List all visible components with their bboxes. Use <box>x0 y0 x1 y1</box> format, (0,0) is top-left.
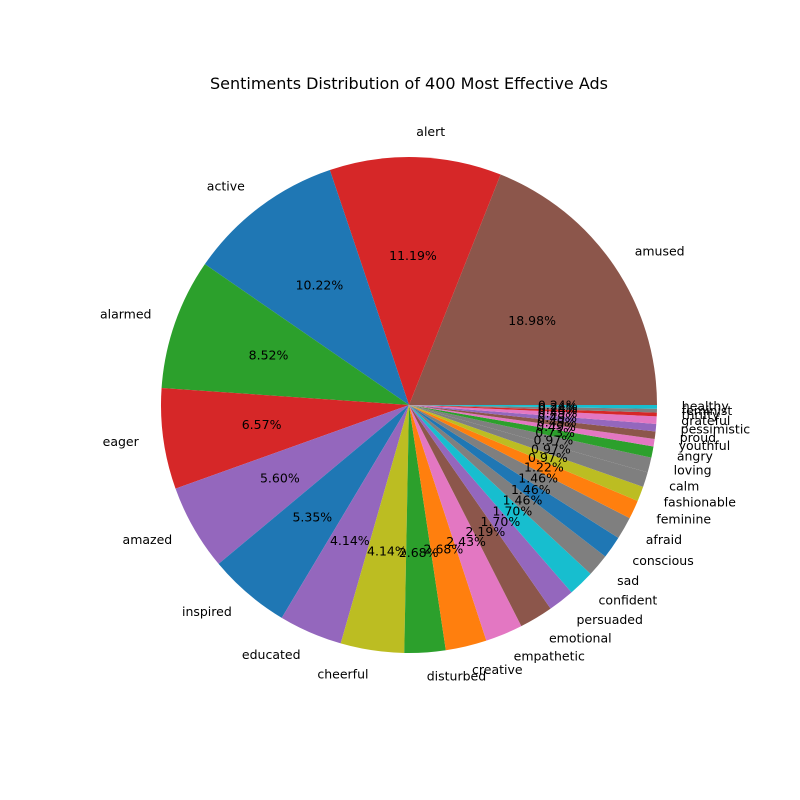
slice-confident <box>409 405 591 593</box>
slice-calm <box>409 405 648 487</box>
chart-title: Sentiments Distribution of 400 Most Effe… <box>210 74 608 93</box>
slice-label-pessimistic: pessimistic <box>681 421 751 436</box>
slice-label-amused: amused <box>635 243 685 258</box>
slice-sad <box>409 405 606 574</box>
slice-conscious <box>409 405 619 557</box>
slice-percent-angry: 0.73% <box>535 425 575 440</box>
slice-label-angry: angry <box>677 448 714 463</box>
slice-loving <box>409 405 652 473</box>
slice-label-youthful: youthful <box>679 438 731 453</box>
slice-emotional <box>409 405 551 627</box>
slice-educated <box>281 405 409 644</box>
slice-feminine <box>409 405 638 519</box>
slice-percent-amazed: 5.60% <box>260 470 300 485</box>
slice-percent-alert: 11.19% <box>389 248 437 263</box>
slice-percent-educated: 4.14% <box>330 533 370 548</box>
slice-percent-fashionable: 0.97% <box>528 450 568 465</box>
slice-percent-creative: 2.68% <box>424 541 464 556</box>
slice-percent-alarmed: 8.52% <box>249 347 289 362</box>
slice-label-grateful: grateful <box>681 413 730 428</box>
slice-fashionable <box>409 405 644 501</box>
slice-percent-feminine: 1.22% <box>524 459 564 474</box>
slice-percent-active: 10.22% <box>296 278 344 293</box>
slice-cheerful <box>340 405 409 653</box>
slice-label-fashionable: fashionable <box>664 494 737 509</box>
slice-label-creative: creative <box>472 662 523 677</box>
slice-label-amazed: amazed <box>123 532 173 547</box>
slice-label-alarmed: alarmed <box>100 306 152 321</box>
slice-label-feminist: feminist <box>682 403 733 418</box>
slice-thrifty <box>409 405 657 417</box>
slice-pessimistic <box>409 405 657 432</box>
slice-percent-cheerful: 4.14% <box>367 544 407 559</box>
slice-label-proud: proud <box>680 430 716 445</box>
slice-percent-eager: 6.57% <box>242 417 282 432</box>
slice-label-cheerful: cheerful <box>317 666 368 681</box>
slice-label-active: active <box>207 179 245 194</box>
slice-healthy <box>409 405 657 409</box>
slice-label-eager: eager <box>103 434 140 449</box>
slice-label-disturbed: disturbed <box>427 669 486 684</box>
slice-percent-calm: 0.97% <box>531 441 571 456</box>
slice-percent-pessimistic: 0.49% <box>537 410 577 425</box>
slice-feminist <box>409 405 657 413</box>
slice-inspired <box>218 405 409 618</box>
slice-alert <box>329 157 501 405</box>
slice-percent-emotional: 2.19% <box>466 524 506 539</box>
slice-percent-sad: 1.46% <box>503 493 543 508</box>
slice-label-persuaded: persuaded <box>577 612 643 627</box>
slice-amazed <box>175 405 409 564</box>
slice-percent-youthful: 0.49% <box>536 419 576 434</box>
slice-percent-proud: 0.49% <box>537 415 577 430</box>
slice-percent-disturbed: 2.68% <box>399 545 439 560</box>
slice-percent-feminist: 0.24% <box>538 400 578 415</box>
slice-angry <box>409 405 654 458</box>
slice-label-alert: alert <box>416 124 445 139</box>
slice-percent-confident: 1.70% <box>493 504 533 519</box>
slice-persuaded <box>409 405 572 609</box>
slice-percent-persuaded: 1.70% <box>481 514 521 529</box>
slice-percent-healthy: 0.24% <box>538 398 578 413</box>
slice-afraid <box>409 405 630 538</box>
slice-label-calm: calm <box>669 479 699 494</box>
slice-active <box>204 169 409 405</box>
slice-disturbed <box>404 405 446 653</box>
slice-proud <box>409 405 656 440</box>
slice-label-empathetic: empathetic <box>514 648 585 663</box>
slice-percent-afraid: 1.46% <box>518 470 558 485</box>
slice-empathetic <box>409 405 522 641</box>
slice-label-confident: confident <box>599 593 658 608</box>
slice-percent-amused: 18.98% <box>508 313 556 328</box>
slice-percent-grateful: 0.49% <box>538 406 578 421</box>
slice-label-conscious: conscious <box>632 553 693 568</box>
slice-creative <box>409 405 487 651</box>
slice-amused <box>409 174 657 405</box>
slice-label-thrifty: thrifty <box>682 407 721 422</box>
pie-slices <box>160 157 657 653</box>
slice-eager <box>160 387 409 489</box>
slice-label-feminine: feminine <box>656 512 711 527</box>
slice-label-inspired: inspired <box>182 604 232 619</box>
slice-label-afraid: afraid <box>646 532 682 547</box>
slice-percent-empathetic: 2.43% <box>446 534 486 549</box>
slice-percent-conscious: 1.46% <box>511 482 551 497</box>
slice-grateful <box>409 405 657 424</box>
slice-youthful <box>409 405 655 447</box>
slice-label-emotional: emotional <box>549 631 612 646</box>
slice-label-loving: loving <box>674 463 712 478</box>
pie-labels: amused 18.98% alert 11.19% active 10.22% alarm… <box>100 124 750 684</box>
slice-label-sad: sad <box>617 573 639 588</box>
slice-percent-loving: 0.97% <box>534 433 574 448</box>
slice-label-educated: educated <box>242 647 301 662</box>
slice-percent-thrifty: 0.24% <box>538 402 578 417</box>
slice-alarmed <box>161 264 409 405</box>
slice-label-healthy: healthy <box>682 399 730 414</box>
slice-percent-inspired: 5.35% <box>292 510 332 525</box>
